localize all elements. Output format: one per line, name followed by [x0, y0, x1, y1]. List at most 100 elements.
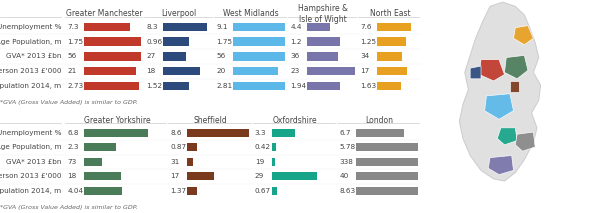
- Text: 17: 17: [361, 68, 370, 74]
- Text: Greater Manchester: Greater Manchester: [66, 9, 143, 18]
- Text: 6.7: 6.7: [339, 130, 351, 136]
- Text: 0.96: 0.96: [146, 39, 163, 45]
- Bar: [233, 37, 285, 46]
- Bar: [84, 172, 120, 180]
- Bar: [308, 82, 340, 90]
- Bar: [187, 172, 214, 180]
- Polygon shape: [515, 132, 535, 151]
- Bar: [233, 23, 285, 31]
- Text: 34: 34: [361, 53, 370, 59]
- Text: 21: 21: [67, 68, 76, 74]
- Text: GVA*/person 2013 £'000: GVA*/person 2013 £'000: [0, 173, 61, 179]
- Text: 29: 29: [255, 173, 264, 179]
- Text: *GVA (Gross Value Added) is similar to GDP.: *GVA (Gross Value Added) is similar to G…: [0, 101, 138, 105]
- Text: 0.67: 0.67: [255, 188, 271, 194]
- Text: 2.73: 2.73: [67, 83, 84, 89]
- Bar: [84, 143, 116, 151]
- Text: 36: 36: [291, 53, 300, 59]
- Bar: [272, 187, 276, 195]
- Text: 6.8: 6.8: [67, 130, 79, 136]
- Text: Liverpool: Liverpool: [161, 9, 197, 18]
- Text: Working Age Population, m: Working Age Population, m: [0, 144, 61, 150]
- Text: 19: 19: [255, 159, 264, 165]
- Bar: [84, 187, 122, 195]
- Bar: [377, 82, 401, 90]
- Text: 5.78: 5.78: [339, 144, 355, 150]
- Text: 1.94: 1.94: [291, 83, 306, 89]
- Polygon shape: [497, 128, 517, 145]
- Bar: [272, 143, 276, 151]
- Bar: [377, 52, 402, 60]
- Polygon shape: [514, 26, 533, 45]
- Text: Population 2014, m: Population 2014, m: [0, 83, 61, 89]
- Polygon shape: [479, 60, 504, 81]
- Bar: [187, 187, 197, 195]
- Text: 0.87: 0.87: [170, 144, 187, 150]
- Text: 8.6: 8.6: [170, 130, 182, 136]
- Text: 1.75: 1.75: [216, 39, 232, 45]
- Text: 56: 56: [67, 53, 76, 59]
- Bar: [163, 37, 189, 46]
- Bar: [84, 52, 141, 60]
- Polygon shape: [485, 94, 514, 119]
- Bar: [84, 129, 148, 137]
- Text: 27: 27: [146, 53, 155, 59]
- Bar: [272, 158, 275, 166]
- Text: 17: 17: [170, 173, 180, 179]
- Text: 8.63: 8.63: [339, 188, 355, 194]
- Text: Greater Yorkshire: Greater Yorkshire: [84, 116, 150, 125]
- Bar: [308, 23, 330, 31]
- Bar: [84, 23, 129, 31]
- Text: 7.6: 7.6: [361, 24, 372, 30]
- Text: 4.04: 4.04: [67, 188, 84, 194]
- Text: North East: North East: [370, 9, 410, 18]
- Bar: [163, 23, 206, 31]
- Bar: [187, 129, 249, 137]
- Text: 20: 20: [216, 68, 225, 74]
- Text: 23: 23: [291, 68, 300, 74]
- Text: 2.3: 2.3: [67, 144, 79, 150]
- Text: 40: 40: [339, 173, 349, 179]
- Text: 7.3: 7.3: [67, 24, 79, 30]
- Bar: [377, 67, 408, 75]
- Bar: [356, 187, 418, 195]
- Bar: [163, 82, 189, 90]
- Text: 18: 18: [67, 173, 76, 179]
- Bar: [187, 143, 197, 151]
- Bar: [187, 158, 193, 166]
- Polygon shape: [470, 66, 481, 79]
- Text: 31: 31: [170, 159, 180, 165]
- Bar: [356, 158, 418, 166]
- Text: GVA* 2013 £bn: GVA* 2013 £bn: [6, 159, 61, 165]
- Text: Hampshire &
Isle of Wight: Hampshire & Isle of Wight: [299, 4, 349, 24]
- Text: Oxfordshire: Oxfordshire: [273, 116, 317, 125]
- Text: 338: 338: [339, 159, 353, 165]
- Text: 18: 18: [146, 68, 155, 74]
- Text: West Midlands: West Midlands: [223, 9, 279, 18]
- Polygon shape: [488, 155, 514, 175]
- Polygon shape: [504, 55, 528, 79]
- Text: 3.3: 3.3: [255, 130, 266, 136]
- Text: 1.52: 1.52: [146, 83, 163, 89]
- Text: 56: 56: [216, 53, 225, 59]
- Text: 1.37: 1.37: [170, 188, 187, 194]
- Text: 8.3: 8.3: [146, 24, 158, 30]
- Bar: [163, 67, 200, 75]
- Text: 73: 73: [67, 159, 76, 165]
- Text: 2.81: 2.81: [216, 83, 232, 89]
- Bar: [163, 52, 186, 60]
- Text: GVA* 2013 £bn: GVA* 2013 £bn: [6, 53, 61, 59]
- Text: 0.42: 0.42: [255, 144, 271, 150]
- Bar: [233, 67, 278, 75]
- Polygon shape: [459, 2, 541, 181]
- Text: London: London: [365, 116, 393, 125]
- Text: Unemployment %: Unemployment %: [0, 130, 61, 136]
- Bar: [356, 172, 418, 180]
- Text: 1.63: 1.63: [361, 83, 376, 89]
- Text: Population 2014, m: Population 2014, m: [0, 188, 61, 194]
- Bar: [272, 172, 317, 180]
- Bar: [356, 143, 418, 151]
- Text: 1.2: 1.2: [291, 39, 302, 45]
- Bar: [308, 67, 355, 75]
- Bar: [84, 37, 141, 46]
